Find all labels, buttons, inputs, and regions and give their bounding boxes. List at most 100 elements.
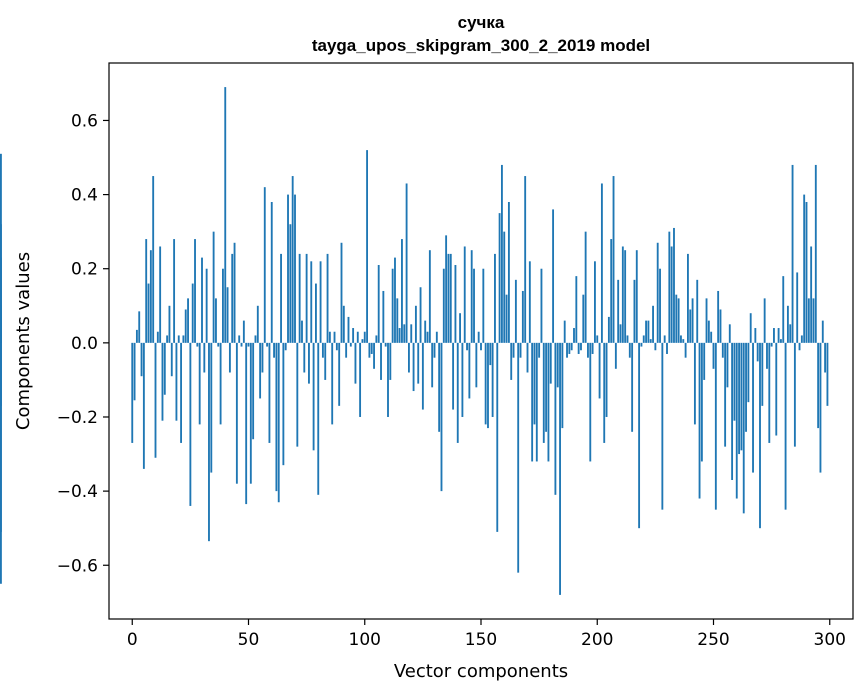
bar-76 [308, 342, 310, 384]
bar-57 [263, 187, 266, 343]
bar-4 [140, 342, 143, 377]
bar-131 [435, 331, 438, 343]
bar-160 [503, 231, 506, 343]
bar-179 [547, 342, 550, 462]
bar-93 [347, 316, 350, 343]
bar-95 [352, 328, 355, 343]
bar-83 [324, 342, 327, 380]
bar-47 [240, 342, 243, 347]
bar-3 [138, 311, 141, 343]
bar-49 [245, 342, 248, 505]
bar-97 [356, 331, 359, 343]
bar-237 [682, 339, 685, 343]
bar-268 [754, 328, 757, 343]
bar-127 [426, 331, 429, 343]
bar-116 [401, 239, 403, 343]
bar-9 [152, 176, 155, 343]
bar-141 [459, 313, 461, 343]
bar-152 [484, 342, 487, 425]
bar-169 [524, 176, 527, 343]
bar-62 [275, 342, 278, 492]
bar-228 [661, 342, 664, 510]
bar-37 [217, 342, 220, 347]
bar-38 [219, 342, 222, 425]
bar-118 [405, 183, 408, 343]
bar-0 [131, 342, 134, 443]
bar-164 [512, 342, 515, 358]
bar-290 [805, 202, 808, 343]
bar-205 [607, 316, 610, 343]
bar-150 [480, 342, 482, 351]
bar-55 [259, 342, 262, 399]
y-tick-label: −0.6 [57, 556, 98, 576]
bar-12 [159, 246, 162, 343]
bar-294 [814, 164, 817, 343]
bar-235 [677, 298, 680, 343]
bar-170 [526, 342, 529, 373]
bar-182 [554, 342, 557, 495]
bar-183 [556, 342, 559, 388]
bar-274 [768, 342, 771, 443]
bar-111 [389, 342, 392, 380]
bar-28 [196, 342, 199, 347]
bar-171 [528, 261, 531, 343]
bar-69 [291, 176, 294, 343]
bar-35 [212, 231, 215, 343]
bar-244 [698, 342, 701, 499]
bar-295 [817, 342, 820, 429]
bar-117 [403, 324, 406, 343]
x-tick-label: 250 [697, 630, 729, 650]
bar-68 [289, 224, 292, 343]
bar-89 [338, 342, 341, 406]
bar-291 [807, 298, 810, 343]
bar-144 [466, 342, 468, 351]
bar-128 [428, 250, 431, 343]
bar-71 [296, 342, 299, 447]
bar-87 [333, 331, 336, 343]
bar-275 [770, 342, 773, 347]
bar-53 [254, 335, 257, 343]
bar-225 [654, 342, 657, 351]
bar-264 [745, 342, 747, 432]
bar-148 [475, 342, 478, 388]
bar-25 [189, 342, 192, 506]
bar-236 [680, 335, 682, 343]
bar-70 [294, 194, 296, 343]
bar-227 [659, 268, 661, 343]
bar-223 [649, 339, 652, 343]
bar-186 [563, 320, 566, 343]
bar-105 [375, 335, 378, 343]
bars-group [0, 87, 829, 595]
bar-7 [147, 283, 150, 343]
bar-10 [154, 342, 157, 458]
bar-88 [335, 342, 338, 351]
bar-92 [345, 342, 348, 358]
bar-82 [321, 342, 324, 358]
bar-6 [145, 239, 148, 343]
y-axis-ticks: −0.6 −0.4 −0.2 0.0 0.2 0.4 0.6 [57, 111, 109, 576]
bar-184 [559, 342, 561, 595]
bar-238 [684, 342, 687, 358]
bar-63 [277, 342, 280, 503]
bar-45 [235, 342, 238, 484]
bar-166 [517, 342, 520, 573]
bar-246 [703, 342, 706, 380]
bar-272 [763, 298, 766, 343]
bar-50 [247, 342, 250, 347]
bar-60 [270, 202, 273, 343]
bar-243 [696, 279, 699, 343]
bar-31 [203, 342, 206, 373]
bar-14 [163, 342, 166, 395]
bar-158 [498, 213, 501, 343]
bar-133 [440, 342, 443, 492]
bar-100 [363, 331, 366, 343]
bar-208 [614, 342, 617, 369]
bar-181 [552, 209, 555, 343]
bar-156 [494, 253, 496, 343]
bar-41 [226, 287, 229, 343]
bar-34 [210, 342, 213, 473]
bar-136 [447, 253, 450, 343]
bar-242 [693, 342, 696, 425]
bar-8 [149, 250, 152, 343]
bar-195 [584, 231, 587, 343]
